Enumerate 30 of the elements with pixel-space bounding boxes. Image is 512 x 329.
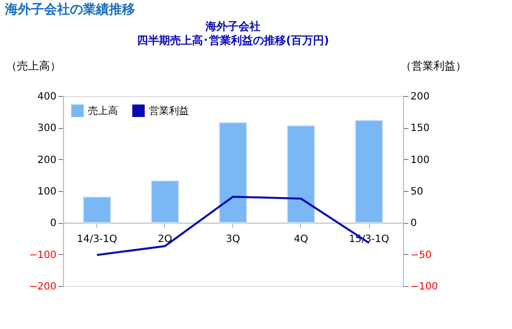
- y2-tick-label: −100: [410, 282, 438, 292]
- y2-tick-label: 50: [410, 186, 424, 198]
- y2-tick-label: 150: [410, 123, 430, 134]
- y2-tick-label: 0: [410, 218, 417, 230]
- bar: [82, 196, 112, 224]
- bar: [354, 120, 384, 224]
- y2-tick-label: −50: [410, 250, 432, 261]
- y2-tick-label: 200: [410, 92, 430, 102]
- x-tick-label: 3Q: [226, 234, 240, 246]
- x-tick-label: 14/3-1Q: [76, 234, 118, 246]
- legend-label: 営業利益: [149, 104, 189, 117]
- y-tick-label: 300: [37, 123, 56, 134]
- y-axis-title: （売上高）: [6, 60, 61, 72]
- y-tick-label: 0: [50, 218, 56, 230]
- text: 海外子会社の業績推移: [4, 2, 135, 18]
- y-tick-label: −200: [29, 282, 56, 292]
- x-tick-label: 2Q: [158, 234, 172, 246]
- bar: [286, 125, 316, 224]
- bar: [218, 122, 248, 224]
- chart-subtitle: 四半期売上高･営業利益の推移(百万円): [136, 34, 330, 47]
- y2-axis-title: （営業利益）: [400, 60, 466, 72]
- y-tick-label: 200: [37, 154, 56, 166]
- x-tick-label: 4Q: [294, 234, 308, 246]
- y-tick-label: 400: [37, 92, 56, 102]
- y2-tick-label: 100: [410, 154, 430, 166]
- y-tick-label: 100: [37, 186, 56, 198]
- bar: [150, 180, 180, 224]
- chart-title: 海外子会社: [204, 20, 260, 33]
- y-tick-label: −100: [29, 250, 56, 261]
- legend-label: 売上高: [88, 104, 118, 117]
